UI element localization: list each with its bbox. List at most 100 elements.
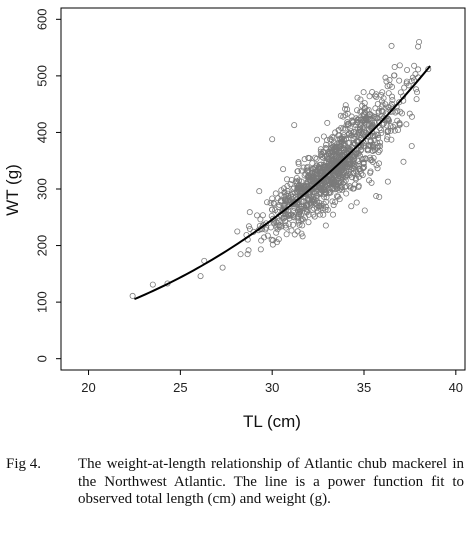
data-point <box>396 77 403 84</box>
data-point <box>312 154 319 161</box>
data-point <box>342 177 349 184</box>
data-point <box>149 281 156 288</box>
data-point <box>330 211 337 218</box>
data-point <box>322 222 329 229</box>
power-fit-line <box>134 65 431 301</box>
data-point <box>361 207 368 214</box>
data-point <box>342 102 349 109</box>
data-point <box>322 188 329 195</box>
x-tick-label: 40 <box>449 380 463 395</box>
data-point <box>294 214 301 221</box>
data-point <box>317 205 324 212</box>
data-point <box>408 113 415 120</box>
data-point <box>379 89 386 96</box>
data-point <box>372 105 379 112</box>
data-point <box>385 116 392 123</box>
data-point <box>359 102 366 109</box>
data-point <box>254 212 261 219</box>
data-point <box>347 184 354 191</box>
data-point <box>369 121 376 128</box>
data-point <box>287 181 294 188</box>
data-point <box>289 211 296 218</box>
data-point <box>290 207 297 214</box>
data-point <box>355 182 362 189</box>
data-point <box>348 203 355 210</box>
data-point <box>301 190 308 197</box>
data-point <box>289 190 296 197</box>
data-point <box>387 123 394 130</box>
data-point <box>384 83 391 90</box>
data-point <box>298 230 305 237</box>
data-point <box>296 221 303 228</box>
data-point <box>405 82 412 89</box>
data-point <box>404 67 411 74</box>
data-point <box>349 159 356 166</box>
data-point <box>361 121 368 128</box>
data-point <box>327 136 334 143</box>
data-point <box>320 133 327 140</box>
data-point <box>376 194 383 201</box>
data-point <box>296 209 303 216</box>
data-point <box>299 233 306 240</box>
data-point <box>350 185 357 192</box>
data-point <box>264 232 271 239</box>
data-point <box>129 292 136 299</box>
data-point <box>356 161 363 168</box>
data-point <box>314 136 321 143</box>
data-point <box>332 199 339 206</box>
data-point <box>360 111 367 118</box>
data-point <box>345 140 352 147</box>
data-point <box>375 134 382 141</box>
data-point <box>358 156 365 163</box>
data-point <box>366 177 373 184</box>
data-point <box>317 181 324 188</box>
data-point <box>389 96 396 103</box>
data-point <box>382 74 389 81</box>
data-point <box>386 104 393 111</box>
data-point <box>317 186 324 193</box>
data-point <box>357 96 364 103</box>
data-point <box>298 198 305 205</box>
data-point <box>347 156 354 163</box>
data-point <box>267 199 274 206</box>
data-point <box>354 119 361 126</box>
x-tick-label: 20 <box>81 380 95 395</box>
data-point <box>369 158 376 165</box>
data-point <box>413 96 420 103</box>
data-point <box>269 241 276 248</box>
data-point <box>329 198 336 205</box>
data-point <box>367 138 374 145</box>
data-point <box>305 219 312 226</box>
data-point <box>305 154 312 161</box>
data-point <box>330 202 337 209</box>
data-point <box>329 157 336 164</box>
data-point <box>269 206 276 213</box>
data-point <box>369 89 376 96</box>
data-point <box>340 125 347 132</box>
data-point <box>383 122 390 129</box>
data-point <box>387 127 394 134</box>
data-point <box>342 125 349 132</box>
caption-text: The weight-at-length relationship of Atl… <box>78 456 464 507</box>
data-point <box>387 103 394 110</box>
data-point <box>414 89 421 96</box>
data-point <box>391 121 398 128</box>
data-point <box>336 179 343 186</box>
data-point <box>403 121 410 128</box>
data-point <box>366 126 373 133</box>
data-point <box>219 264 226 271</box>
plot-frame <box>60 7 466 371</box>
data-point <box>301 156 308 163</box>
data-point <box>338 164 345 171</box>
data-point <box>316 211 323 218</box>
data-point <box>282 222 289 229</box>
data-point <box>367 111 374 118</box>
data-point <box>408 143 415 150</box>
data-point <box>411 62 418 69</box>
data-point <box>321 153 328 160</box>
data-point <box>367 142 374 149</box>
data-point <box>318 172 325 179</box>
data-point <box>275 217 282 224</box>
data-point <box>384 133 391 140</box>
